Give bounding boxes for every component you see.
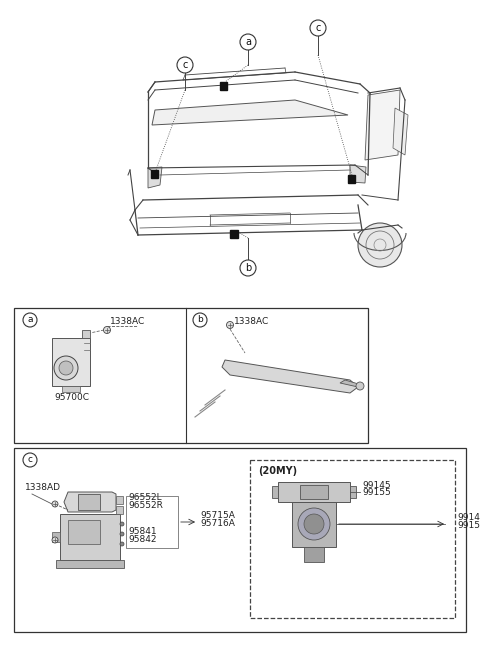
Circle shape	[52, 501, 58, 507]
Circle shape	[120, 542, 124, 546]
Circle shape	[193, 313, 207, 327]
Bar	[300, 485, 328, 499]
Polygon shape	[340, 380, 362, 387]
Polygon shape	[365, 90, 400, 160]
Text: 99155: 99155	[362, 488, 391, 497]
Circle shape	[358, 223, 402, 267]
Circle shape	[54, 356, 78, 380]
Polygon shape	[393, 108, 408, 155]
Circle shape	[177, 57, 193, 73]
Polygon shape	[222, 360, 358, 393]
Bar	[116, 506, 123, 514]
Polygon shape	[304, 547, 324, 562]
Text: 1338AD: 1338AD	[25, 483, 61, 492]
Text: c: c	[182, 60, 188, 70]
Text: c: c	[27, 455, 33, 464]
Text: a: a	[27, 316, 33, 325]
Circle shape	[52, 537, 58, 543]
Circle shape	[310, 20, 326, 36]
Circle shape	[240, 260, 256, 276]
Text: 95716A: 95716A	[200, 519, 235, 528]
Polygon shape	[152, 100, 348, 125]
Bar	[14, 448, 466, 632]
Polygon shape	[82, 330, 90, 338]
Circle shape	[356, 382, 364, 390]
Text: 95842: 95842	[128, 535, 156, 544]
Text: b: b	[197, 316, 203, 325]
Polygon shape	[220, 82, 227, 90]
Circle shape	[59, 361, 73, 375]
Text: 99140B: 99140B	[457, 513, 480, 522]
Text: (20MY): (20MY)	[258, 466, 297, 476]
Text: 1338AC: 1338AC	[234, 316, 269, 325]
Text: 99150A: 99150A	[457, 521, 480, 530]
Text: 1338AC: 1338AC	[110, 318, 145, 327]
Bar	[250, 460, 455, 618]
Text: 95700C: 95700C	[54, 393, 89, 402]
Circle shape	[227, 321, 233, 329]
Circle shape	[23, 313, 37, 327]
Bar	[68, 520, 100, 544]
Text: 95715A: 95715A	[200, 511, 235, 520]
Polygon shape	[151, 170, 158, 178]
Circle shape	[120, 522, 124, 526]
Polygon shape	[348, 175, 355, 183]
Polygon shape	[148, 167, 162, 188]
Bar	[14, 308, 368, 443]
Circle shape	[120, 532, 124, 536]
Text: c: c	[315, 23, 321, 33]
Polygon shape	[60, 514, 120, 560]
Bar	[78, 494, 100, 510]
Polygon shape	[64, 492, 116, 512]
Polygon shape	[278, 482, 350, 502]
Circle shape	[298, 508, 330, 540]
Text: b: b	[245, 263, 251, 273]
Bar	[126, 496, 178, 548]
Polygon shape	[272, 486, 278, 498]
Circle shape	[23, 453, 37, 467]
Bar	[116, 496, 123, 504]
Polygon shape	[62, 386, 80, 392]
Circle shape	[304, 514, 324, 534]
Polygon shape	[230, 230, 238, 238]
Circle shape	[104, 327, 110, 333]
Polygon shape	[350, 165, 366, 183]
Text: 96552L: 96552L	[128, 493, 162, 502]
Polygon shape	[292, 502, 336, 547]
Polygon shape	[52, 338, 90, 386]
Circle shape	[240, 34, 256, 50]
Text: 96552R: 96552R	[128, 501, 163, 510]
Bar	[52, 532, 60, 542]
Text: a: a	[245, 37, 251, 47]
Polygon shape	[350, 486, 356, 498]
Polygon shape	[56, 560, 124, 568]
Text: 99145: 99145	[362, 481, 391, 490]
Text: 95841: 95841	[128, 527, 156, 536]
